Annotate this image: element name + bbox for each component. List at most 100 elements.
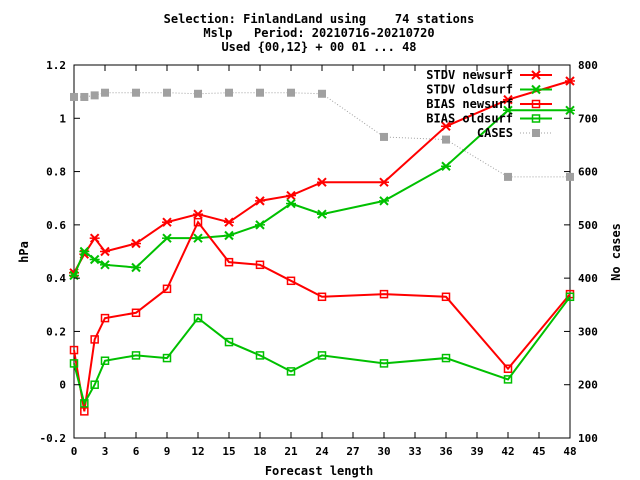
data-point (79, 246, 90, 257)
data-point (286, 276, 296, 286)
data-point (504, 172, 512, 181)
y-tick-label: -0.2 (40, 432, 67, 445)
data-point (379, 289, 389, 299)
data-point (379, 196, 389, 206)
main-series-layer (69, 76, 575, 416)
y2-tick-label: 100 (578, 432, 598, 445)
data-point (163, 88, 171, 97)
data-point (503, 94, 513, 105)
data-point (89, 254, 100, 265)
legend-marker (531, 99, 541, 109)
data-point (442, 135, 450, 144)
data-point (193, 313, 203, 323)
data-point (80, 399, 89, 408)
data-point (286, 190, 296, 201)
data-point (380, 132, 388, 141)
x-tick-label: 45 (532, 445, 545, 458)
data-point (256, 88, 264, 97)
x-tick-label: 21 (284, 445, 298, 458)
data-point (565, 105, 575, 115)
title-line-3: Used {00,12} + 00 01 ... 48 (221, 40, 416, 54)
y-tick-label: 0.6 (46, 219, 66, 232)
x-tick-label: 24 (315, 445, 329, 458)
x-tick-label: 30 (377, 445, 390, 458)
x-tick-label: 48 (563, 445, 576, 458)
data-point (255, 196, 265, 206)
cases-series-layer (70, 88, 574, 181)
data-point (565, 76, 575, 86)
data-point (379, 359, 389, 368)
data-point (255, 260, 265, 270)
legend-label: BIAS newsurf (426, 97, 513, 111)
y-tick-label: 0.2 (46, 325, 66, 338)
title-line-1: Selection: FinlandLand using 74 stations (164, 12, 475, 26)
data-point (286, 367, 296, 376)
series-stdv-oldsurf (69, 105, 575, 281)
data-point (224, 217, 234, 227)
legend-entry-bias-oldsurf: BIAS oldsurf (426, 112, 552, 126)
legend-entry-stdv-newsurf: STDV newsurf (426, 68, 552, 82)
data-point (565, 292, 575, 302)
x-axis-label: Forecast length (265, 464, 373, 478)
data-point (90, 335, 99, 344)
data-point (132, 88, 140, 97)
y-tick-label: 0 (59, 379, 66, 392)
data-point (255, 220, 265, 230)
legend-entry-cases: CASES (477, 126, 552, 140)
data-point (441, 353, 451, 363)
x-tick-label: 15 (222, 445, 235, 458)
x-tick-label: 12 (191, 445, 204, 458)
y2-tick-label: 500 (578, 219, 598, 232)
axis-ticks: 0 3 6 9 12 15 18 21 24 27 30 33 36 39 42 45 48-0.200.20.… (40, 59, 598, 458)
x-tick-label: 36 (439, 445, 453, 458)
data-point (100, 356, 110, 365)
data-point (162, 233, 172, 243)
data-point (194, 89, 202, 98)
title-line-2: Mslp Period: 20210716-20210720 (203, 26, 434, 40)
data-point (318, 89, 326, 98)
data-point (80, 92, 89, 101)
data-point (162, 217, 172, 227)
y-tick-label: 1.2 (46, 59, 66, 72)
x-tick-label: 39 (470, 445, 483, 458)
x-tick-label: 33 (408, 445, 421, 458)
data-point (131, 308, 141, 318)
y2-tick-label: 300 (578, 325, 598, 338)
data-point (317, 177, 327, 187)
legend-label: STDV oldsurf (426, 83, 513, 97)
data-point (255, 351, 265, 360)
data-point (70, 92, 78, 101)
y2-tick-label: 600 (578, 166, 598, 179)
data-point (131, 262, 141, 273)
series-bias-newsurf (69, 217, 575, 416)
legend-label: STDV newsurf (426, 68, 513, 82)
data-point (89, 233, 100, 243)
data-point (100, 246, 110, 257)
y2-tick-label: 200 (578, 379, 598, 392)
data-point (566, 172, 574, 181)
y2-axis-label: No cases (609, 223, 623, 281)
data-point (224, 337, 234, 347)
x-tick-label: 6 (133, 445, 140, 458)
series-bias-oldsurf (69, 292, 575, 408)
y2-tick-label: 400 (578, 272, 598, 285)
data-point (100, 313, 110, 323)
data-point (225, 88, 233, 97)
legend-label: CASES (477, 126, 513, 140)
legend-entry-bias-newsurf: BIAS newsurf (426, 97, 552, 111)
data-point (193, 233, 203, 243)
data-point (503, 375, 513, 384)
legend-label: BIAS oldsurf (426, 112, 513, 126)
data-point (193, 209, 203, 219)
data-point (100, 260, 110, 270)
data-point (441, 161, 451, 171)
legend-marker (531, 114, 541, 123)
data-point (80, 407, 89, 416)
data-point (90, 380, 99, 389)
y-tick-label: 0.4 (46, 272, 66, 285)
data-point (224, 230, 234, 241)
x-tick-label: 0 (71, 445, 78, 458)
